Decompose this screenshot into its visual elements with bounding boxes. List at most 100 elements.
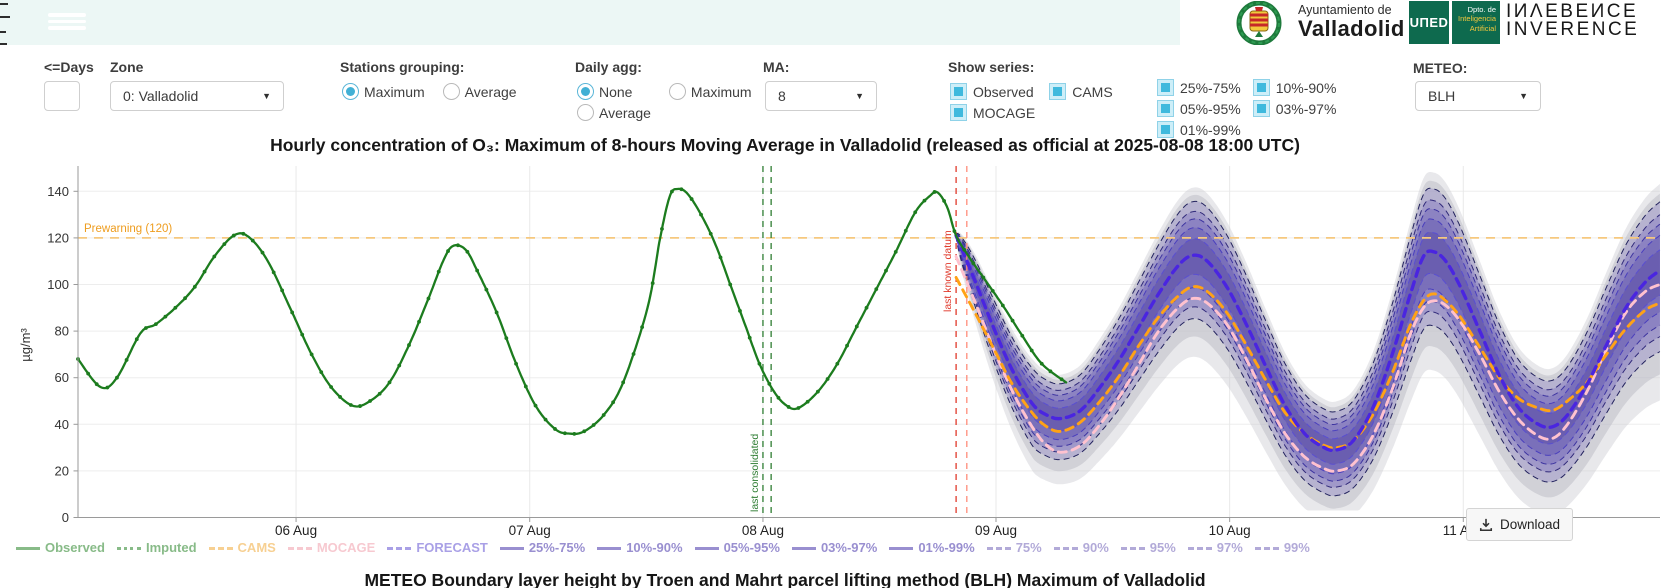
- legend-item-mocage: MOCAGE: [287, 540, 376, 555]
- series-cams: [954, 276, 1662, 450]
- radio-none[interactable]: None: [577, 83, 651, 100]
- ma-select[interactable]: 8 ▼: [765, 81, 877, 111]
- svg-text:last known datum: last known datum: [942, 230, 954, 312]
- svg-text:08 Aug: 08 Aug: [742, 523, 784, 538]
- legend-item-01-99: 01%-99%: [889, 540, 975, 555]
- ayuntamiento-line1: Ayuntamiento de: [1298, 3, 1392, 17]
- radio-average[interactable]: Average: [577, 104, 651, 121]
- uned-logo: UΠED: [1409, 1, 1449, 44]
- legend-label: 01%-99%: [918, 540, 975, 555]
- days-input[interactable]: [44, 81, 80, 111]
- uned-logo-text: UΠED: [1409, 15, 1449, 30]
- ayuntamiento-line2: Valladolid: [1298, 15, 1405, 41]
- legend-label: 75%: [1015, 540, 1042, 555]
- legend-swatch: [597, 547, 622, 551]
- checkbox-25-75[interactable]: 25%-75%: [1157, 79, 1241, 96]
- edge-mark: [0, 43, 7, 45]
- svg-text:Prewarning (120): Prewarning (120): [84, 223, 172, 235]
- legend-swatch: [287, 547, 312, 551]
- vline-last-consolidated: last consolidated: [749, 166, 764, 518]
- legend-label: 90%: [1082, 540, 1109, 555]
- legend-label: 05%-95%: [723, 540, 780, 555]
- checkbox-icon: [1252, 100, 1270, 117]
- legend-item-95: 95%: [1120, 540, 1176, 555]
- legend-swatch: [694, 547, 719, 551]
- edge-mark: [0, 31, 6, 33]
- checkbox-label: Observed: [973, 83, 1034, 100]
- legend-label: FORECAST: [416, 540, 488, 555]
- radio-label: Maximum: [690, 83, 752, 100]
- axes: 0 20 40 60 80 100 120 140 06 Aug 07 Aug 08 Aug 09 A…: [18, 166, 1660, 538]
- checkbox-cams[interactable]: CAMS: [1049, 83, 1113, 100]
- dpto-ia-logo: Dpto. de Inteligencia Artificial: [1452, 1, 1500, 44]
- meteo-select[interactable]: BLH ▼: [1415, 81, 1541, 111]
- meteo-select-value: BLH: [1428, 88, 1456, 104]
- legend-swatch: [1254, 547, 1279, 551]
- ayuntamiento-wordmark: Ayuntamiento de Valladolid: [1298, 4, 1405, 40]
- valladolid-coat-of-arms: [1236, 1, 1282, 45]
- legend-item-25-75: 25%-75%: [499, 540, 585, 555]
- legend-label: MOCAGE: [316, 540, 376, 555]
- radio-icon: [668, 83, 686, 100]
- o3-chart: Prewarning (120) last consolidated last kn…: [18, 166, 1662, 538]
- series-mocage: [954, 255, 1662, 473]
- menu-toggle-icon[interactable]: [48, 13, 86, 33]
- legend-swatch: [116, 547, 141, 551]
- checkbox-label: 05%-95%: [1180, 100, 1241, 117]
- radio-maximum[interactable]: Maximum: [668, 83, 752, 100]
- radio-maximum[interactable]: Maximum: [342, 83, 425, 100]
- checkbox-label: CAMS: [1072, 83, 1113, 100]
- legend-label: CAMS: [237, 540, 276, 555]
- checkbox-icon: [1049, 83, 1067, 100]
- legend-label: Imputed: [145, 540, 197, 555]
- svg-text:20: 20: [55, 463, 69, 478]
- edge-mark: [0, 16, 10, 18]
- header-logos: Ayuntamiento de Valladolid UΠED Dpto. de…: [1180, 0, 1667, 46]
- checkbox-mocage[interactable]: MOCAGE: [950, 104, 1035, 121]
- legend-label: 03%-97%: [820, 540, 878, 555]
- svg-text:06 Aug: 06 Aug: [275, 523, 317, 538]
- legend-swatch: [986, 547, 1011, 551]
- checkbox-03-97[interactable]: 03%-97%: [1252, 100, 1336, 117]
- radio-label: Average: [599, 104, 651, 121]
- zone-select[interactable]: 0: Valladolid ▼: [110, 81, 284, 111]
- radio-average[interactable]: Average: [442, 83, 517, 100]
- chevron-down-icon: ▼: [1519, 91, 1528, 101]
- radio-label: None: [599, 83, 633, 100]
- checkbox-icon: [1157, 121, 1174, 138]
- legend-label: 95%: [1149, 540, 1176, 555]
- show-series-checkboxes: Observed CAMS MOCAGE: [950, 83, 1113, 121]
- download-icon: [1479, 518, 1493, 531]
- zone-select-value: 0: Valladolid: [123, 88, 199, 104]
- checkbox-observed[interactable]: Observed: [950, 83, 1035, 100]
- legend-swatch: [499, 547, 524, 551]
- legend-swatch: [1053, 547, 1078, 551]
- legend-item-imputed: Imputed: [116, 540, 197, 555]
- checkbox-icon: [950, 104, 967, 121]
- checkbox-05-95[interactable]: 05%-95%: [1157, 100, 1241, 117]
- ma-select-value: 8: [778, 88, 786, 104]
- radio-icon: [442, 83, 460, 100]
- checkbox-01-99[interactable]: 01%-99%: [1157, 121, 1241, 138]
- download-button[interactable]: Download: [1466, 508, 1574, 541]
- download-button-label: Download: [1500, 517, 1561, 532]
- days-label: <=Days: [44, 59, 94, 75]
- svg-text:last consolidated: last consolidated: [749, 434, 761, 512]
- svg-text:60: 60: [55, 370, 69, 385]
- chevron-down-icon: ▼: [855, 91, 864, 101]
- inverence-top: IИΛEBEИCE: [1506, 1, 1639, 22]
- radio-icon: [577, 104, 594, 121]
- radio-icon: [577, 83, 594, 100]
- checkbox-10-90[interactable]: 10%-90%: [1252, 79, 1336, 96]
- ma-label: MA:: [763, 59, 790, 75]
- svg-text:09 Aug: 09 Aug: [975, 523, 1017, 538]
- show-series-label: Show series:: [948, 59, 1035, 75]
- radio-icon: [342, 83, 359, 100]
- next-chart-title: METEO Boundary layer height by Troen and…: [364, 570, 1206, 588]
- meteo-label: METEO:: [1413, 60, 1468, 76]
- checkbox-icon: [1252, 79, 1270, 96]
- stations-grouping-label: Stations grouping:: [340, 59, 465, 75]
- legend-swatch: [1120, 547, 1145, 551]
- legend-swatch: [208, 547, 233, 551]
- legend-item-99: 99%: [1254, 540, 1310, 555]
